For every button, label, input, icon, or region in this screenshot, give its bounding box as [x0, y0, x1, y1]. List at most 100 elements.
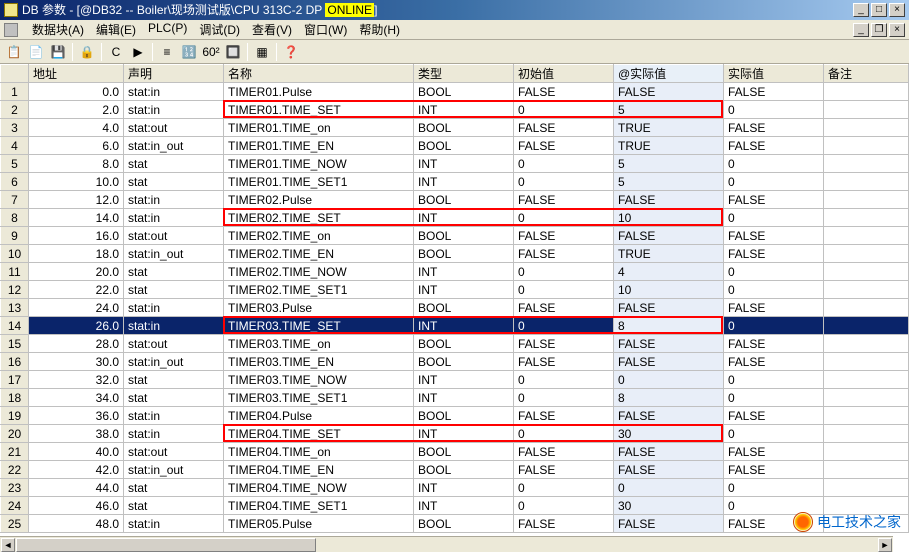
cell[interactable]: stat:out — [124, 119, 224, 137]
cell[interactable] — [824, 335, 909, 353]
column-header-3[interactable]: 名称 — [224, 65, 414, 83]
cell[interactable] — [824, 389, 909, 407]
cell[interactable]: 26.0 — [29, 317, 124, 335]
cell[interactable]: TIMER02.TIME_on — [224, 227, 414, 245]
column-header-8[interactable]: 备注 — [824, 65, 909, 83]
cell[interactable]: TIMER01.Pulse — [224, 83, 414, 101]
cell[interactable]: 6.0 — [29, 137, 124, 155]
cell[interactable]: 10 — [614, 209, 724, 227]
cell[interactable]: TIMER04.TIME_on — [224, 443, 414, 461]
cell[interactable] — [824, 245, 909, 263]
table-row[interactable]: 2548.0stat:inTIMER05.PulseBOOLFALSEFALSE… — [1, 515, 909, 533]
table-row[interactable]: 1630.0stat:in_outTIMER03.TIME_ENBOOLFALS… — [1, 353, 909, 371]
column-header-2[interactable]: 声明 — [124, 65, 224, 83]
cell[interactable]: FALSE — [514, 461, 614, 479]
cell[interactable]: INT — [414, 173, 514, 191]
toolbar-button-11[interactable]: 60² — [201, 42, 221, 62]
cell[interactable]: 0 — [514, 101, 614, 119]
cell[interactable]: TIMER03.TIME_EN — [224, 353, 414, 371]
cell[interactable]: 9 — [1, 227, 29, 245]
mdi-restore-button[interactable]: ❐ — [871, 23, 887, 37]
cell[interactable]: 0 — [724, 281, 824, 299]
menu-item-2[interactable]: PLC(P) — [142, 21, 193, 38]
cell[interactable]: FALSE — [724, 299, 824, 317]
cell[interactable]: 18.0 — [29, 245, 124, 263]
cell[interactable]: FALSE — [514, 137, 614, 155]
cell[interactable]: 44.0 — [29, 479, 124, 497]
data-grid[interactable]: 地址声明名称类型初始值@实际值实际值备注10.0stat:inTIMER01.P… — [0, 64, 909, 552]
cell[interactable]: 40.0 — [29, 443, 124, 461]
cell[interactable] — [824, 317, 909, 335]
horizontal-scrollbar[interactable]: ◄ ► — [0, 536, 893, 552]
cell[interactable]: stat:in — [124, 317, 224, 335]
cell[interactable]: FALSE — [514, 407, 614, 425]
cell[interactable]: FALSE — [514, 227, 614, 245]
cell[interactable]: 23 — [1, 479, 29, 497]
cell[interactable] — [824, 137, 909, 155]
cell[interactable]: 0 — [724, 173, 824, 191]
cell[interactable]: stat — [124, 263, 224, 281]
cell[interactable]: 0 — [724, 209, 824, 227]
cell[interactable]: TIMER02.TIME_NOW — [224, 263, 414, 281]
cell[interactable]: stat — [124, 371, 224, 389]
cell[interactable]: FALSE — [614, 83, 724, 101]
cell[interactable]: 0 — [514, 497, 614, 515]
cell[interactable]: 0 — [514, 281, 614, 299]
cell[interactable]: 5 — [614, 101, 724, 119]
cell[interactable] — [824, 443, 909, 461]
cell[interactable]: 21 — [1, 443, 29, 461]
cell[interactable]: stat:in — [124, 209, 224, 227]
cell[interactable]: 18 — [1, 389, 29, 407]
cell[interactable]: 0 — [724, 101, 824, 119]
cell[interactable]: FALSE — [514, 119, 614, 137]
cell[interactable]: INT — [414, 281, 514, 299]
cell[interactable]: INT — [414, 479, 514, 497]
cell[interactable]: stat — [124, 173, 224, 191]
cell[interactable]: 38.0 — [29, 425, 124, 443]
cell[interactable] — [824, 407, 909, 425]
table-row[interactable]: 1426.0stat:inTIMER03.TIME_SETINT080 — [1, 317, 909, 335]
cell[interactable] — [824, 263, 909, 281]
cell[interactable]: 12.0 — [29, 191, 124, 209]
scroll-right-button[interactable]: ► — [878, 538, 892, 552]
table-row[interactable]: 610.0statTIMER01.TIME_SET1INT050 — [1, 173, 909, 191]
cell[interactable]: 0 — [614, 371, 724, 389]
cell[interactable]: FALSE — [514, 191, 614, 209]
cell[interactable]: 5 — [614, 173, 724, 191]
cell[interactable]: BOOL — [414, 137, 514, 155]
cell[interactable] — [824, 299, 909, 317]
cell[interactable]: FALSE — [514, 515, 614, 533]
table-row[interactable]: 1222.0statTIMER02.TIME_SET1INT0100 — [1, 281, 909, 299]
cell[interactable]: stat — [124, 389, 224, 407]
cell[interactable]: FALSE — [614, 227, 724, 245]
cell[interactable]: 46.0 — [29, 497, 124, 515]
table-row[interactable]: 22.0stat:inTIMER01.TIME_SETINT050 — [1, 101, 909, 119]
cell[interactable]: FALSE — [724, 461, 824, 479]
cell[interactable]: TIMER03.TIME_SET1 — [224, 389, 414, 407]
menu-item-5[interactable]: 窗口(W) — [298, 21, 353, 38]
table-row[interactable]: 916.0stat:outTIMER02.TIME_onBOOLFALSEFAL… — [1, 227, 909, 245]
cell[interactable]: BOOL — [414, 443, 514, 461]
cell[interactable]: 8.0 — [29, 155, 124, 173]
cell[interactable]: 14.0 — [29, 209, 124, 227]
cell[interactable]: BOOL — [414, 299, 514, 317]
cell[interactable]: TIMER03.Pulse — [224, 299, 414, 317]
table-row[interactable]: 2140.0stat:outTIMER04.TIME_onBOOLFALSEFA… — [1, 443, 909, 461]
cell[interactable]: FALSE — [614, 353, 724, 371]
cell[interactable]: FALSE — [724, 407, 824, 425]
cell[interactable]: TIMER02.Pulse — [224, 191, 414, 209]
cell[interactable]: 0 — [514, 173, 614, 191]
menu-item-6[interactable]: 帮助(H) — [353, 21, 406, 38]
cell[interactable]: 16.0 — [29, 227, 124, 245]
cell[interactable]: stat — [124, 155, 224, 173]
cell[interactable]: BOOL — [414, 407, 514, 425]
cell[interactable]: FALSE — [724, 335, 824, 353]
cell[interactable]: TIMER01.TIME_on — [224, 119, 414, 137]
toolbar-button-1[interactable]: 📄 — [26, 42, 46, 62]
menu-item-1[interactable]: 编辑(E) — [90, 21, 142, 38]
cell[interactable] — [824, 371, 909, 389]
minimize-button[interactable]: _ — [853, 3, 869, 17]
table-row[interactable]: 2344.0statTIMER04.TIME_NOWINT000 — [1, 479, 909, 497]
table-row[interactable]: 1120.0statTIMER02.TIME_NOWINT040 — [1, 263, 909, 281]
cell[interactable]: stat:in_out — [124, 461, 224, 479]
